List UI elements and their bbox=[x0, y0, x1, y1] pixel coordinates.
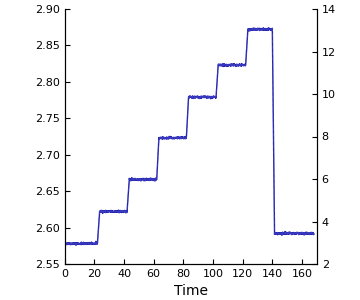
X-axis label: Time: Time bbox=[174, 284, 208, 298]
